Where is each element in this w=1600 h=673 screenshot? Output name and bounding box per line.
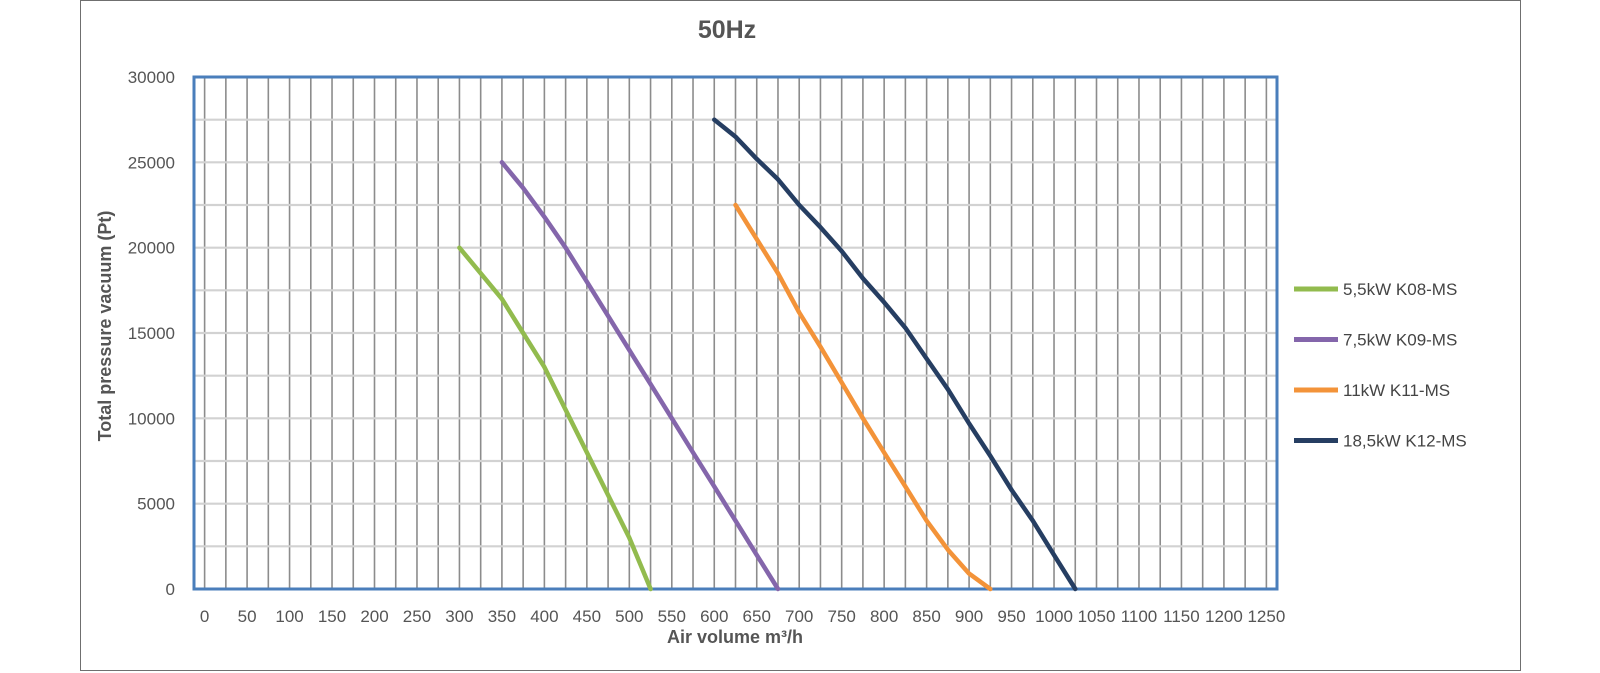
grid-layer	[194, 77, 1277, 591]
y-tick-label: 30000	[128, 68, 175, 87]
x-tick-label: 500	[615, 607, 643, 626]
x-tick-label: 250	[403, 607, 431, 626]
x-tick-label: 650	[743, 607, 771, 626]
series-layer	[457, 117, 1078, 592]
legend-label: 7,5kW K09-MS	[1343, 331, 1457, 350]
x-tick-label: 750	[827, 607, 855, 626]
y-tick-label: 15000	[128, 324, 175, 343]
x-tick-label: 700	[785, 607, 813, 626]
y-tick-label: 5000	[137, 495, 175, 514]
x-tick-label: 950	[997, 607, 1025, 626]
legend-label: 18,5kW K12-MS	[1343, 432, 1467, 451]
series-line	[499, 160, 781, 592]
x-tick-label: 1000	[1035, 607, 1073, 626]
x-tick-label: 550	[658, 607, 686, 626]
chart-svg: 0 50 100 150 200 250 300 350 400 450 500 550 600 650 7…	[95, 16, 1467, 647]
x-tick-label: 850	[912, 607, 940, 626]
y-tick-label: 20000	[128, 239, 175, 258]
chart-frame: 0 50 100 150 200 250 300 350 400 450 500 550 600 650 7…	[80, 0, 1521, 671]
x-tick-label: 1100	[1121, 607, 1158, 626]
tick-label-layer: 0 50 100 150 200 250 300 350 400 450 500 550 600 650 7…	[128, 68, 1286, 626]
x-tick-label: 800	[870, 607, 898, 626]
x-tick-label: 900	[955, 607, 983, 626]
x-tick-label: 150	[318, 607, 346, 626]
legend-label: 11kW K11-MS	[1343, 381, 1450, 400]
y-tick-label: 10000	[128, 409, 175, 428]
x-tick-label: 1050	[1078, 607, 1116, 626]
series-line	[712, 117, 1078, 592]
plot-area-border	[192, 75, 1279, 591]
y-tick-label: 25000	[128, 153, 175, 172]
chart-title: 50Hz	[698, 16, 756, 44]
x-tick-label: 450	[573, 607, 601, 626]
x-tick-label: 600	[700, 607, 728, 626]
legend-label: 5,5kW K08-MS	[1343, 280, 1457, 299]
x-tick-label: 0	[200, 607, 209, 626]
x-tick-label: 300	[445, 607, 473, 626]
legend: 5,5kW K08-MS 7,5kW K09-MS 11kW K11-MS 18,5k…	[1294, 280, 1467, 451]
y-axis-label: Total pressure vacuum (Pt)	[95, 211, 115, 442]
y-tick-label: 0	[166, 580, 175, 599]
x-tick-label: 1250	[1247, 607, 1285, 626]
x-tick-label: 100	[275, 607, 303, 626]
x-tick-label: 400	[530, 607, 558, 626]
series-line	[457, 245, 653, 592]
series-line	[733, 202, 993, 592]
x-tick-label: 1150	[1163, 607, 1200, 626]
x-tick-label: 200	[360, 607, 388, 626]
x-tick-label: 1200	[1205, 607, 1243, 626]
x-axis-label: Air volume m³/h	[667, 627, 803, 647]
x-tick-label: 50	[238, 607, 257, 626]
x-tick-label: 350	[488, 607, 516, 626]
